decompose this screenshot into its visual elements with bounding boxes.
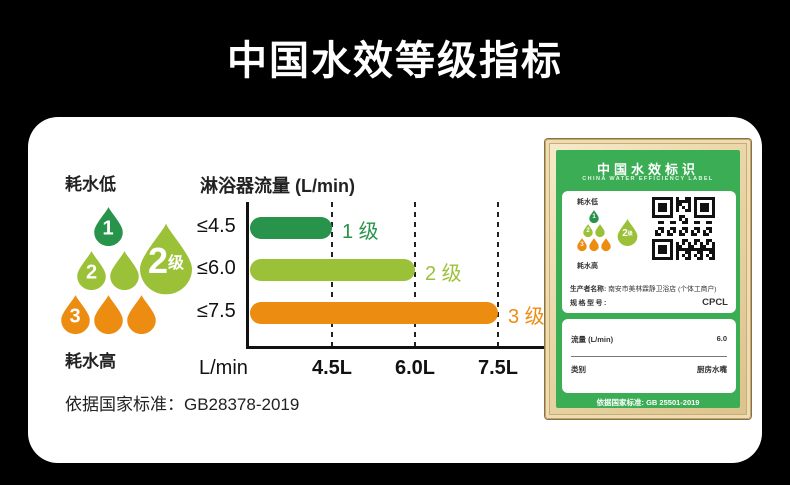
producer-value: 南安市美林霖静卫浴店 (个体工商户) — [608, 286, 717, 293]
big-drop-number: 2 — [147, 240, 168, 282]
model-row: 规格型号: CPCL — [570, 297, 728, 308]
category-row: 类别 厨房水嘴 — [571, 364, 727, 375]
water-drop-icon: 1 — [589, 210, 599, 223]
x-tick-label: 7.5L — [477, 357, 519, 379]
bar-grade-label: 2 级 — [425, 263, 462, 285]
water-efficiency-label: 中国水效标识 CHINA WATER EFFICIENCY LABEL 耗水低 … — [556, 150, 740, 408]
water-drop-icon — [601, 238, 611, 251]
label-high-water-label: 耗水高 — [577, 263, 598, 270]
drop-row-grade-3: 3 — [577, 238, 611, 251]
model-label: 规格型号: — [570, 300, 608, 307]
drop-row-grade-2: 2 — [77, 251, 139, 290]
drop-row-grade-1: 1 — [589, 210, 599, 223]
bar-grade-2 — [250, 259, 415, 281]
label-title: 中国水效标识 — [596, 162, 699, 177]
water-drop-icon — [94, 295, 123, 334]
flow-value: 6.0 — [716, 334, 727, 343]
drop-grade-number: 2 — [586, 228, 590, 235]
bar-grade-3 — [250, 302, 498, 324]
chart-title: 淋浴器流量 (L/min) — [200, 176, 355, 196]
x-tick-label: 4.5L — [311, 357, 353, 379]
category-value: 厨房水嘴 — [697, 365, 727, 374]
grid-line — [497, 202, 499, 346]
y-category-label: ≤6.0 — [197, 257, 236, 279]
legend-low-water-label: 耗水低 — [65, 175, 116, 194]
model-value: CPCL — [702, 297, 728, 308]
label-subtitle: CHINA WATER EFFICIENCY LABEL — [582, 176, 714, 182]
bar-grade-label: 3 级 — [508, 306, 545, 328]
water-drop-icon: 1 — [94, 207, 123, 246]
page-title: 中国水效等级指标 — [227, 39, 563, 83]
drop-grade-number: 3 — [69, 305, 81, 328]
label-big-drop-suffix: 级 — [627, 230, 633, 237]
drop-grade-number: 1 — [592, 214, 596, 221]
spec-divider — [571, 356, 727, 357]
national-standard-note: 依据国家标准：GB28378-2019 — [65, 395, 300, 414]
flow-label: 流量 (L/min) — [571, 335, 614, 344]
water-drop-icon — [595, 224, 605, 237]
drop-row-grade-1: 1 — [94, 207, 123, 246]
drop-grade-number: 3 — [580, 242, 584, 249]
label-spec-panel: 流量 (L/min) 6.0 类别 厨房水嘴 — [562, 319, 736, 393]
producer-label: 生产者名称: — [570, 286, 607, 293]
legend-high-water-label: 耗水高 — [65, 352, 116, 371]
grid-line — [414, 202, 416, 346]
label-big-drop-number: 2 — [622, 227, 628, 239]
drop-grade-number: 2 — [85, 261, 98, 284]
water-drop-icon: 2 — [583, 224, 593, 237]
water-drop-icon — [110, 251, 139, 290]
water-efficiency-label-frame: 中国水效标识 CHINA WATER EFFICIENCY LABEL 耗水低 … — [545, 139, 751, 419]
x-axis-unit-label: L/min — [199, 357, 248, 379]
label-low-water-label: 耗水低 — [577, 199, 598, 206]
drop-grade-number: 1 — [102, 217, 114, 240]
y-category-label: ≤7.5 — [197, 300, 236, 322]
flow-row: 流量 (L/min) 6.0 — [571, 334, 727, 345]
drop-row-grade-3: 3 — [61, 295, 156, 334]
water-drop-icon: 2 — [77, 251, 106, 290]
bar-grade-label: 1 级 — [342, 221, 379, 243]
water-drop-icon — [589, 238, 599, 251]
category-label: 类别 — [571, 365, 586, 374]
label-standard-note: 依据国家标准: GB 25501-2019 — [596, 398, 700, 407]
big-drop-suffix: 级 — [168, 255, 185, 273]
drop-row-grade-2: 2 — [583, 224, 605, 237]
water-drop-icon: 3 — [577, 238, 587, 251]
x-tick-label: 6.0L — [394, 357, 436, 379]
y-category-label: ≤4.5 — [197, 215, 236, 237]
water-drop-icon — [127, 295, 156, 334]
flow-rate-bar-chart: 1 级 ≤4.5 4.5L 2 级 ≤6.0 6.0L 3 级 ≤7.5 7.5L L/min — [197, 202, 546, 379]
producer-row: 生产者名称: 南安市美林霖静卫浴店 (个体工商户) — [570, 283, 728, 293]
qr-code — [652, 197, 715, 265]
bar-grade-1 — [250, 217, 332, 239]
water-drop-icon: 3 — [61, 295, 90, 334]
